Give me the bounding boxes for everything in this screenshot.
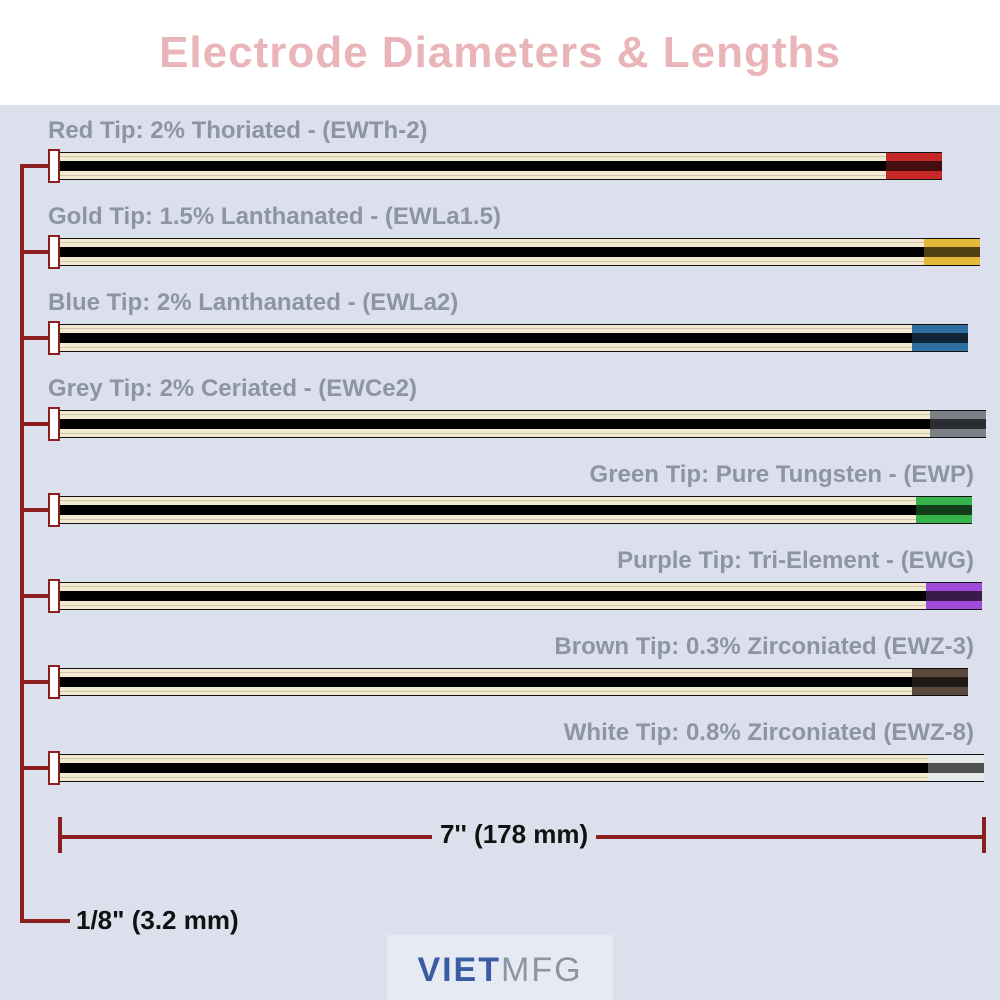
electrode-label: White Tip: 0.8% Zirconiated (EWZ-8) <box>48 719 988 747</box>
electrode-row: Purple Tip: Tri-Element - (EWG) <box>48 547 988 613</box>
electrode-body <box>60 582 982 610</box>
electrode-tip <box>930 410 986 438</box>
electrode-rod <box>48 407 988 441</box>
diameter-dimension-label: 1/8" (3.2 mm) <box>76 905 239 936</box>
electrode-tip <box>926 582 982 610</box>
electrode-cap <box>48 751 60 785</box>
electrode-rod <box>48 665 988 699</box>
electrode-tip <box>912 324 968 352</box>
electrode-row: Blue Tip: 2% Lanthanated - (EWLa2) <box>48 289 988 355</box>
electrode-body <box>60 668 968 696</box>
bracket-connector <box>20 594 48 598</box>
electrode-rod <box>48 493 988 527</box>
electrode-tip <box>916 496 972 524</box>
electrode-body <box>60 410 986 438</box>
bracket-connector <box>20 766 48 770</box>
electrode-body <box>60 152 942 180</box>
bracket-connector <box>20 164 48 168</box>
electrode-rod <box>48 321 988 355</box>
electrode-cap <box>48 579 60 613</box>
electrode-row: Green Tip: Pure Tungsten - (EWP) <box>48 461 988 527</box>
electrode-cap <box>48 235 60 269</box>
electrode-body <box>60 496 972 524</box>
electrode-label: Purple Tip: Tri-Element - (EWG) <box>48 547 988 575</box>
electrode-label: Red Tip: 2% Thoriated - (EWTh-2) <box>48 117 988 145</box>
electrode-rod <box>48 751 988 785</box>
electrode-cap <box>48 407 60 441</box>
electrode-cap <box>48 665 60 699</box>
electrode-label: Grey Tip: 2% Ceriated - (EWCe2) <box>48 375 988 403</box>
electrode-label: Blue Tip: 2% Lanthanated - (EWLa2) <box>48 289 988 317</box>
electrode-rod <box>48 579 988 613</box>
diagram-panel: Red Tip: 2% Thoriated - (EWTh-2) Gold Tip… <box>0 105 1000 1000</box>
electrode-tip <box>924 238 980 266</box>
electrode-row: Red Tip: 2% Thoriated - (EWTh-2) <box>48 117 988 183</box>
electrode-rod <box>48 235 988 269</box>
electrode-row: Grey Tip: 2% Ceriated - (EWCe2) <box>48 375 988 441</box>
electrode-row: Brown Tip: 0.3% Zirconiated (EWZ-3) <box>48 633 988 699</box>
logo-part1: VIET <box>417 951 501 989</box>
electrode-row: White Tip: 0.8% Zirconiated (EWZ-8) <box>48 719 988 785</box>
electrode-rod <box>48 149 988 183</box>
electrode-tip <box>928 754 984 782</box>
bracket-connector <box>20 250 48 254</box>
bracket-connector <box>20 422 48 426</box>
brand-logo: VIETMFG <box>387 935 612 1000</box>
electrode-body <box>60 238 980 266</box>
electrode-label: Gold Tip: 1.5% Lanthanated - (EWLa1.5) <box>48 203 988 231</box>
bracket-connector <box>20 336 48 340</box>
logo-part2: MFG <box>501 951 583 989</box>
bracket-spine <box>20 164 24 921</box>
bracket-connector <box>20 680 48 684</box>
electrode-body <box>60 754 984 782</box>
electrode-cap <box>48 149 60 183</box>
electrode-cap <box>48 493 60 527</box>
electrode-tip <box>912 668 968 696</box>
page-title: Electrode Diameters & Lengths <box>0 0 1000 102</box>
electrode-body <box>60 324 968 352</box>
bracket-connector <box>20 508 48 512</box>
electrode-label: Green Tip: Pure Tungsten - (EWP) <box>48 461 988 489</box>
length-dimension-label: 7'' (178 mm) <box>432 819 596 850</box>
bracket-connector <box>20 919 70 923</box>
electrode-label: Brown Tip: 0.3% Zirconiated (EWZ-3) <box>48 633 988 661</box>
electrode-tip <box>886 152 942 180</box>
electrode-row: Gold Tip: 1.5% Lanthanated - (EWLa1.5) <box>48 203 988 269</box>
electrode-cap <box>48 321 60 355</box>
